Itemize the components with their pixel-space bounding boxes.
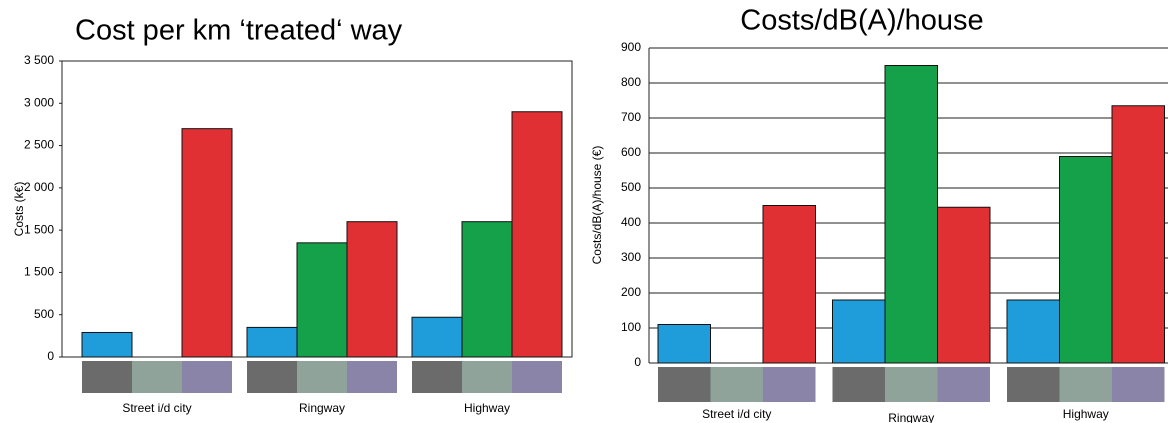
category-image [885,367,938,402]
y-tick-label: 3 500 [24,53,54,67]
x-tick-label: Ringway [888,411,934,423]
category-image [247,361,297,393]
y-tick-label: 400 [621,215,641,229]
y-tick-label: 1 500 [24,222,54,236]
bar [181,128,233,358]
y-tick-label: 700 [621,110,641,124]
y-tick-label: 900 [621,40,641,54]
y-tick-label: 2 500 [24,138,54,152]
bar [511,111,563,358]
category-image [710,367,763,402]
y-tick-label: 300 [621,250,641,264]
category-image [658,367,711,402]
x-tick-label: Street i/d city [122,401,191,415]
bar [1006,299,1060,364]
y-tick-label: 3 000 [24,95,54,109]
bar [296,242,348,358]
chart-title: Costs/dB(A)/house [740,5,983,37]
category-image [182,361,232,393]
y-tick-label: 500 [621,180,641,194]
bar [884,65,938,364]
category-image [1007,367,1060,402]
x-tick-label: Highway [464,401,510,415]
y-axis-label: Costs (k€) [12,182,26,237]
bar [937,206,991,364]
chart-title: Cost per km ‘treated‘ way [75,15,403,47]
bar [346,221,398,358]
y-tick-label: 600 [621,145,641,159]
category-image [1059,367,1112,402]
category-image [832,367,885,402]
bar [246,326,298,358]
category-image [937,367,990,402]
y-axis-label: Costs/dB(A)/house (€) [590,146,604,265]
y-tick-label: 800 [621,75,641,89]
category-image [462,361,512,393]
category-image [347,361,397,393]
x-tick-label: Highway [1063,407,1109,421]
bar [1059,156,1113,364]
bar [461,221,513,358]
y-tick-label: 0 [47,349,54,363]
category-image [297,361,347,393]
bar [81,331,133,358]
category-image [412,361,462,393]
bar [657,324,711,364]
y-tick-label: 200 [621,285,641,299]
y-tick-label: 2 000 [24,180,54,194]
category-image [763,367,816,402]
y-tick-label: 100 [621,320,641,334]
category-image [132,361,182,393]
category-image [1112,367,1165,402]
bar [762,205,816,364]
category-image [82,361,132,393]
category-image [512,361,562,393]
bar [1111,105,1165,364]
bar [832,299,886,364]
x-tick-label: Ringway [299,401,345,415]
y-tick-label: 0 [634,355,641,369]
x-tick-label: Street i/d city [702,407,771,421]
bar [411,316,463,358]
y-tick-label: 1 500 [24,265,54,279]
y-tick-label: 500 [34,307,54,321]
